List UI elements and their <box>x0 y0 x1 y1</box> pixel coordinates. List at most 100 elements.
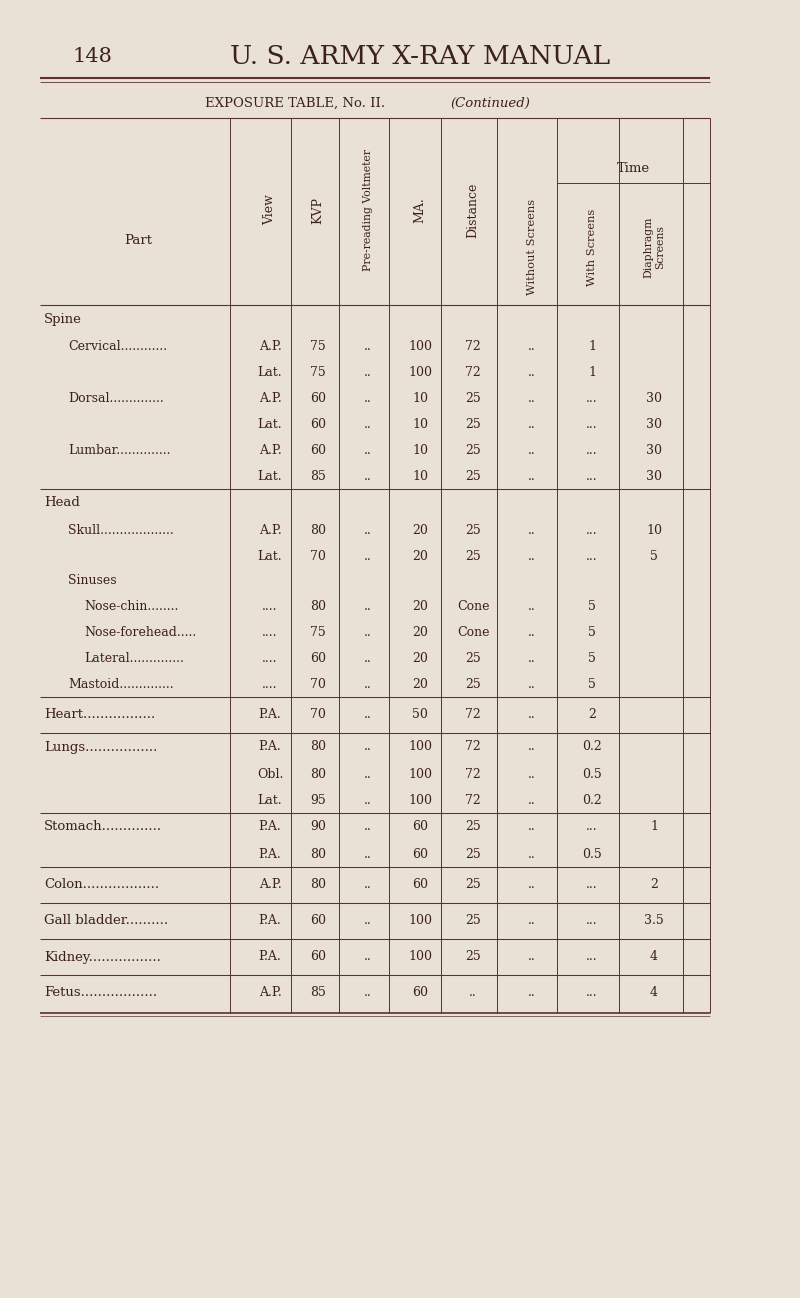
Text: 25: 25 <box>465 678 481 691</box>
Text: 75: 75 <box>310 340 326 353</box>
Text: 80: 80 <box>310 848 326 861</box>
Text: ..: .. <box>528 549 536 562</box>
Text: A.P.: A.P. <box>258 444 282 457</box>
Text: 100: 100 <box>408 950 432 963</box>
Text: ...: ... <box>586 392 598 405</box>
Text: ..: .. <box>364 340 372 353</box>
Text: 20: 20 <box>412 626 428 639</box>
Text: 4: 4 <box>650 986 658 999</box>
Text: 10: 10 <box>646 523 662 536</box>
Text: ....: .... <box>262 652 278 665</box>
Text: Skull...................: Skull................... <box>68 523 174 536</box>
Text: 148: 148 <box>72 48 112 66</box>
Text: 30: 30 <box>646 418 662 431</box>
Text: With Screens: With Screens <box>587 209 597 286</box>
Text: Nose-forehead.....: Nose-forehead..... <box>84 626 196 639</box>
Text: ..: .. <box>528 600 536 613</box>
Text: 70: 70 <box>310 709 326 722</box>
Text: ...: ... <box>586 418 598 431</box>
Text: 1: 1 <box>650 820 658 833</box>
Text: Cervical............: Cervical............ <box>68 340 167 353</box>
Text: 10: 10 <box>412 418 428 431</box>
Text: ..: .. <box>364 915 372 928</box>
Text: ..: .. <box>364 820 372 833</box>
Text: 60: 60 <box>310 444 326 457</box>
Text: 70: 70 <box>310 678 326 691</box>
Text: 75: 75 <box>310 366 326 379</box>
Text: Spine: Spine <box>44 313 82 326</box>
Text: ..: .. <box>528 626 536 639</box>
Text: 60: 60 <box>412 848 428 861</box>
Text: U. S. ARMY X-RAY MANUAL: U. S. ARMY X-RAY MANUAL <box>230 44 610 70</box>
Text: 100: 100 <box>408 340 432 353</box>
Text: 5: 5 <box>650 549 658 562</box>
Text: 72: 72 <box>465 767 481 780</box>
Text: 10: 10 <box>412 392 428 405</box>
Text: 85: 85 <box>310 986 326 999</box>
Text: Lumbar..............: Lumbar.............. <box>68 444 170 457</box>
Text: 25: 25 <box>465 652 481 665</box>
Text: 60: 60 <box>310 392 326 405</box>
Text: ..: .. <box>528 793 536 806</box>
Text: 25: 25 <box>465 950 481 963</box>
Text: ..: .. <box>528 820 536 833</box>
Text: 2: 2 <box>650 879 658 892</box>
Text: A.P.: A.P. <box>258 340 282 353</box>
Text: 3.5: 3.5 <box>644 915 664 928</box>
Text: Obl.: Obl. <box>257 767 283 780</box>
Text: ..: .. <box>528 848 536 861</box>
Text: Heart.................: Heart................. <box>44 709 155 722</box>
Text: ...: ... <box>586 950 598 963</box>
Text: A.P.: A.P. <box>258 523 282 536</box>
Text: 50: 50 <box>412 709 428 722</box>
Text: ..: .. <box>528 340 536 353</box>
Text: 25: 25 <box>465 848 481 861</box>
Text: Sinuses: Sinuses <box>68 575 117 588</box>
Text: 90: 90 <box>310 820 326 833</box>
Text: ..: .. <box>364 740 372 754</box>
Text: ..: .. <box>528 418 536 431</box>
Text: ...: ... <box>586 820 598 833</box>
Text: Fetus..................: Fetus.................. <box>44 986 157 999</box>
Text: 100: 100 <box>408 740 432 754</box>
Text: 1: 1 <box>588 366 596 379</box>
Text: 85: 85 <box>310 470 326 483</box>
Text: 80: 80 <box>310 600 326 613</box>
Text: 0.2: 0.2 <box>582 740 602 754</box>
Text: ..: .. <box>364 848 372 861</box>
Text: ..: .. <box>469 986 477 999</box>
Text: ..: .. <box>364 418 372 431</box>
Text: 25: 25 <box>465 418 481 431</box>
Text: Lat.: Lat. <box>258 793 282 806</box>
Text: ..: .. <box>364 470 372 483</box>
Text: ..: .. <box>364 444 372 457</box>
Text: View: View <box>263 195 277 226</box>
Text: ..: .. <box>528 523 536 536</box>
Text: Lateral..............: Lateral.............. <box>84 652 184 665</box>
Text: 60: 60 <box>412 986 428 999</box>
Text: 80: 80 <box>310 879 326 892</box>
Text: 25: 25 <box>465 392 481 405</box>
Text: ...: ... <box>586 879 598 892</box>
Text: 72: 72 <box>465 793 481 806</box>
Text: 25: 25 <box>465 915 481 928</box>
Text: Stomach..............: Stomach.............. <box>44 820 162 833</box>
Text: ..: .. <box>528 767 536 780</box>
Text: ..: .. <box>364 879 372 892</box>
Text: 2: 2 <box>588 709 596 722</box>
Text: 60: 60 <box>310 652 326 665</box>
Text: Cone: Cone <box>457 600 490 613</box>
Text: 75: 75 <box>310 626 326 639</box>
Text: ...: ... <box>586 986 598 999</box>
Text: ..: .. <box>364 366 372 379</box>
Text: 20: 20 <box>412 523 428 536</box>
Text: Time: Time <box>617 161 650 174</box>
Text: P.A.: P.A. <box>258 820 282 833</box>
Text: 5: 5 <box>588 600 596 613</box>
Text: 80: 80 <box>310 523 326 536</box>
Text: 20: 20 <box>412 600 428 613</box>
Text: ..: .. <box>528 678 536 691</box>
Text: 1: 1 <box>588 340 596 353</box>
Text: 25: 25 <box>465 444 481 457</box>
Text: A.P.: A.P. <box>258 879 282 892</box>
